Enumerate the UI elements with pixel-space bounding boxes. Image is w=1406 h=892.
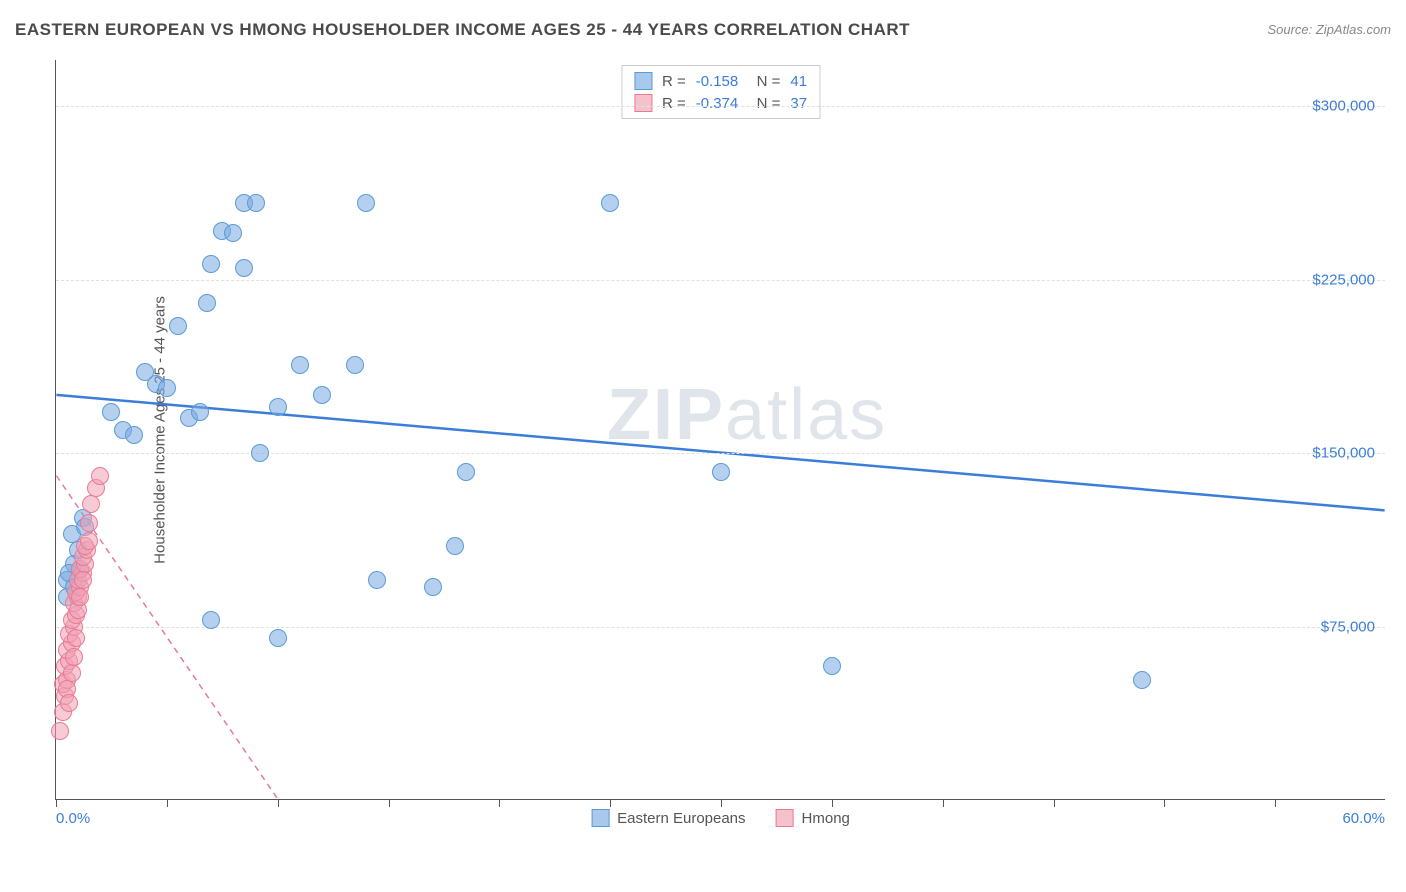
bottom-legend: Eastern Europeans Hmong [591,809,850,827]
legend-swatch [591,809,609,827]
scatter-point [91,467,109,485]
stats-row: R = -0.158 N = 41 [634,70,807,92]
x-label-max: 60.0% [1342,810,1385,827]
stats-r-value: -0.374 [696,95,739,112]
trendline [56,476,1384,799]
y-tick-label: $225,000 [1312,271,1375,288]
scatter-point [1133,671,1151,689]
x-tick [167,799,168,807]
x-tick [56,799,57,807]
stats-r-label: R = [662,95,686,112]
legend-swatch [776,809,794,827]
plot-area: Householder Income Ages 25 - 44 years ZI… [55,60,1385,800]
stats-r-label: R = [662,73,686,90]
scatter-point [80,532,98,550]
gridline [56,280,1385,281]
scatter-point [251,444,269,462]
scatter-point [51,722,69,740]
stats-r-value: -0.158 [696,73,739,90]
scatter-point [60,694,78,712]
scatter-point [269,398,287,416]
scatter-point [71,588,89,606]
watermark-light: atlas [725,375,887,455]
scatter-point [191,403,209,421]
scatter-point [202,611,220,629]
trendlines-svg [56,60,1385,799]
scatter-point [357,194,375,212]
scatter-point [346,356,364,374]
scatter-point [158,379,176,397]
scatter-point [424,578,442,596]
x-tick [610,799,611,807]
x-tick [1275,799,1276,807]
x-tick [721,799,722,807]
chart-container: EASTERN EUROPEAN VS HMONG HOUSEHOLDER IN… [0,0,1406,892]
x-label-min: 0.0% [56,810,90,827]
scatter-point [601,194,619,212]
chart-title: EASTERN EUROPEAN VS HMONG HOUSEHOLDER IN… [15,20,910,40]
x-tick [943,799,944,807]
y-axis-title: Householder Income Ages 25 - 44 years [151,296,168,564]
x-tick [499,799,500,807]
y-tick-label: $75,000 [1321,618,1375,635]
scatter-point [313,386,331,404]
y-tick-label: $300,000 [1312,98,1375,115]
stats-n-label: N = [748,95,780,112]
gridline [56,627,1385,628]
scatter-point [224,224,242,242]
scatter-point [457,463,475,481]
scatter-point [368,571,386,589]
scatter-point [712,463,730,481]
scatter-point [202,255,220,273]
scatter-point [291,356,309,374]
scatter-point [67,629,85,647]
stats-n-value: 41 [790,73,807,90]
scatter-point [169,317,187,335]
x-tick [1054,799,1055,807]
stats-row: R = -0.374 N = 37 [634,92,807,114]
scatter-point [65,648,83,666]
watermark-bold: ZIP [607,375,725,455]
scatter-point [125,426,143,444]
stats-swatch [634,72,652,90]
legend-label: Eastern Europeans [617,810,745,827]
scatter-point [198,294,216,312]
gridline [56,106,1385,107]
scatter-point [247,194,265,212]
scatter-point [80,514,98,532]
stats-n-label: N = [748,73,780,90]
x-tick [832,799,833,807]
scatter-point [446,537,464,555]
scatter-point [269,629,287,647]
scatter-point [102,403,120,421]
source-label: Source: ZipAtlas.com [1267,22,1391,37]
legend-item: Hmong [776,809,850,827]
x-tick [389,799,390,807]
y-tick-label: $150,000 [1312,445,1375,462]
x-tick [1164,799,1165,807]
scatter-point [235,259,253,277]
legend-item: Eastern Europeans [591,809,745,827]
watermark: ZIPatlas [607,374,887,456]
stats-box: R = -0.158 N = 41 R = -0.374 N = 37 [621,65,820,119]
legend-label: Hmong [802,810,850,827]
scatter-point [74,571,92,589]
x-tick [278,799,279,807]
stats-swatch [634,94,652,112]
stats-n-value: 37 [790,95,807,112]
scatter-point [823,657,841,675]
scatter-point [82,495,100,513]
scatter-point [63,664,81,682]
